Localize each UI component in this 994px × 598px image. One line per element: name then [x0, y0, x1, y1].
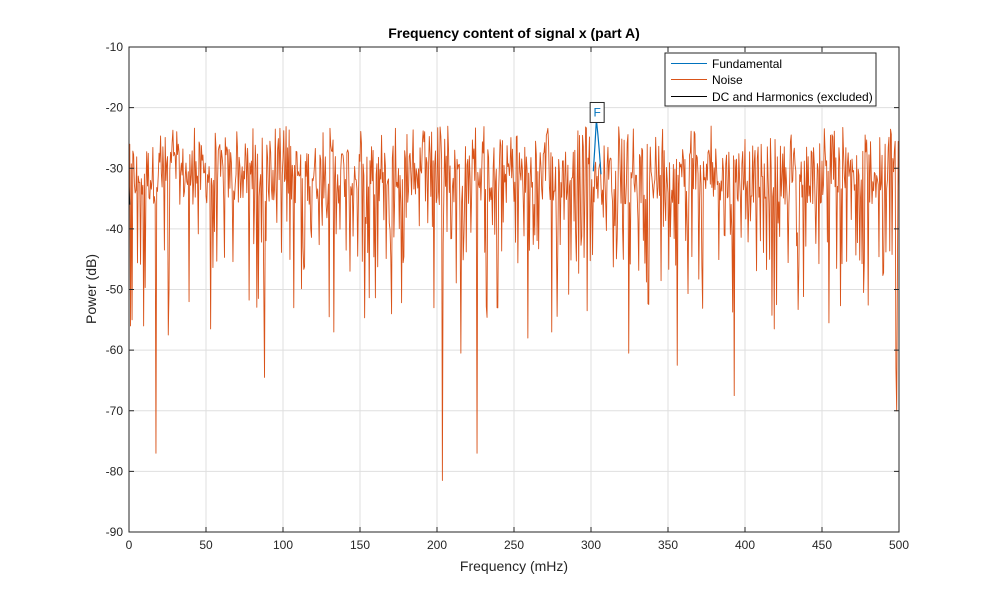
x-tick-label: 150	[350, 538, 370, 552]
x-tick-label: 300	[581, 538, 601, 552]
tick-labels: 0 50 100 150 200 250 300 350 400 450 500 -90 -80 -70 -…	[106, 40, 910, 552]
legend-entry-noise[interactable]: Noise	[671, 73, 743, 87]
series-line-noise	[128, 125, 900, 481]
annotations: F	[589, 101, 605, 123]
x-tick-label: 0	[126, 538, 133, 552]
axes	[128, 46, 900, 533]
chart-title: Frequency content of signal x (part A)	[388, 25, 640, 41]
x-tick-label: 450	[812, 538, 832, 552]
y-axis-label: Power (dB)	[83, 254, 99, 324]
y-tick-label: -70	[106, 404, 124, 418]
y-tick-label: -50	[106, 283, 124, 297]
y-tick-label: -40	[106, 222, 124, 236]
y-tick-label: -20	[106, 101, 124, 115]
legend-entry-dc-harmonics[interactable]: DC and Harmonics (excluded)	[671, 90, 873, 104]
x-tick-label: 350	[658, 538, 678, 552]
legend[interactable]: Fundamental Noise DC and Harmonics (excl…	[664, 52, 877, 107]
legend-label-noise: Noise	[712, 73, 743, 87]
x-tick-label: 500	[889, 538, 909, 552]
x-tick-label: 100	[273, 538, 293, 552]
y-tick-label: -90	[106, 525, 124, 539]
x-tick-label: 200	[427, 538, 447, 552]
x-tick-label: 50	[199, 538, 213, 552]
legend-label-fundamental: Fundamental	[712, 57, 782, 71]
fundamental-marker-box	[589, 101, 605, 123]
legend-entry-fundamental[interactable]: Fundamental	[671, 57, 782, 71]
y-tick-label: -80	[106, 464, 124, 478]
x-tick-label: 400	[735, 538, 755, 552]
fundamental-marker-label: F	[593, 105, 600, 119]
x-tick-label: 250	[504, 538, 524, 552]
legend-label-dc-harmonics: DC and Harmonics (excluded)	[712, 90, 873, 104]
y-tick-label: -60	[106, 343, 124, 357]
y-tick-label: -30	[106, 161, 124, 175]
x-axis-label: Frequency (mHz)	[460, 558, 568, 574]
y-tick-label: -10	[106, 40, 124, 54]
series-line-fundamental	[592, 119, 602, 175]
